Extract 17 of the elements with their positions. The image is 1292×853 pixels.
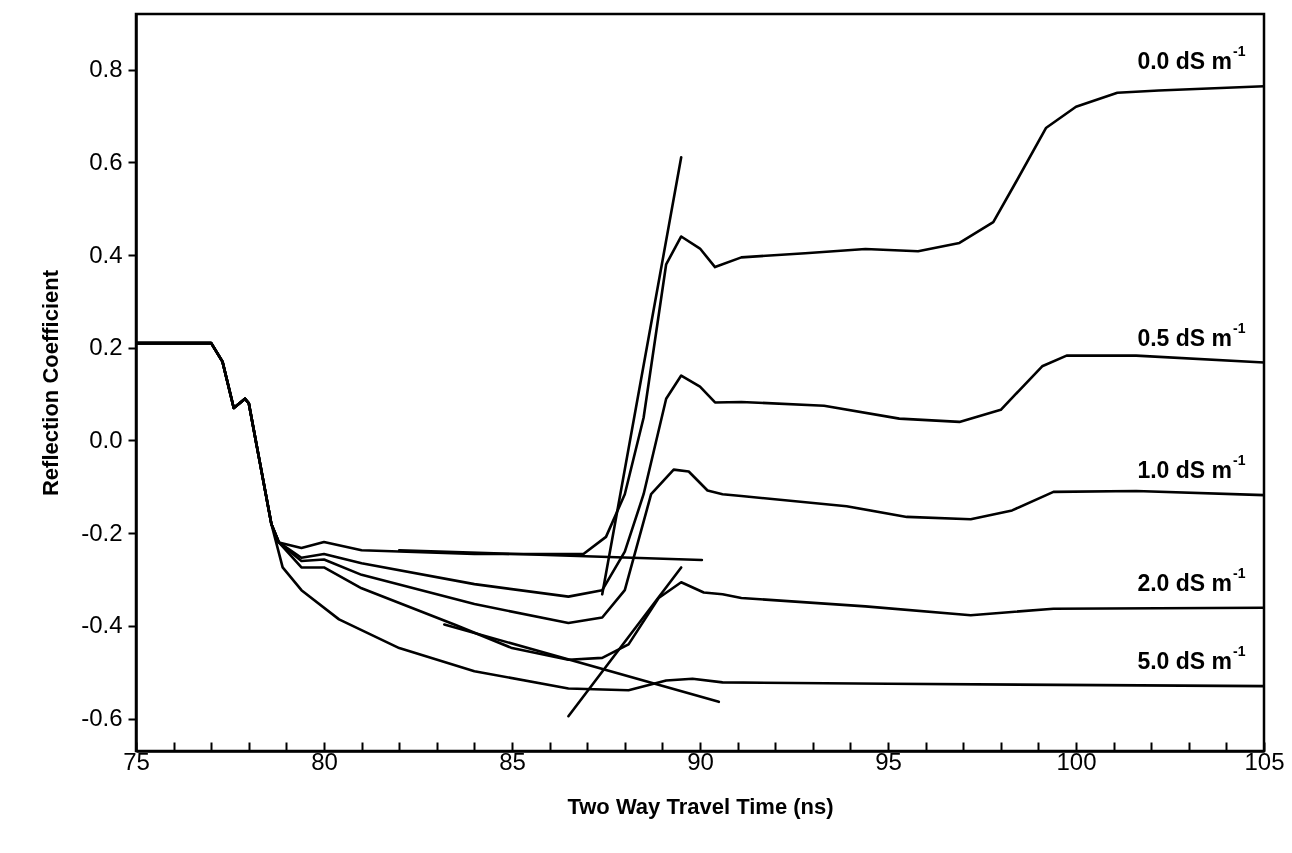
x-tick-label: 80 (311, 747, 338, 775)
x-tick-label: 100 (1056, 747, 1097, 775)
x-tick-label: 85 (499, 747, 526, 775)
y-tick-label: -0.2 (81, 518, 123, 546)
y-tick-label: -0.6 (81, 704, 123, 732)
y-tick-label: 0.2 (89, 333, 123, 361)
x-tick-label: 90 (687, 747, 714, 775)
x-axis-title: Two Way Travel Time (ns) (567, 793, 834, 819)
y-tick-label: 0.8 (89, 55, 123, 83)
y-tick-label: 0.0 (89, 425, 123, 453)
y-tick-label: -0.4 (81, 611, 123, 639)
x-tick-label: 75 (123, 747, 150, 775)
x-tick-label: 105 (1244, 747, 1285, 775)
x-tick-label: 95 (875, 747, 902, 775)
y-tick-label: 0.4 (89, 240, 123, 268)
y-tick-label: 0.6 (89, 147, 123, 175)
y-axis-title: Reflection Coefficient (38, 269, 64, 497)
